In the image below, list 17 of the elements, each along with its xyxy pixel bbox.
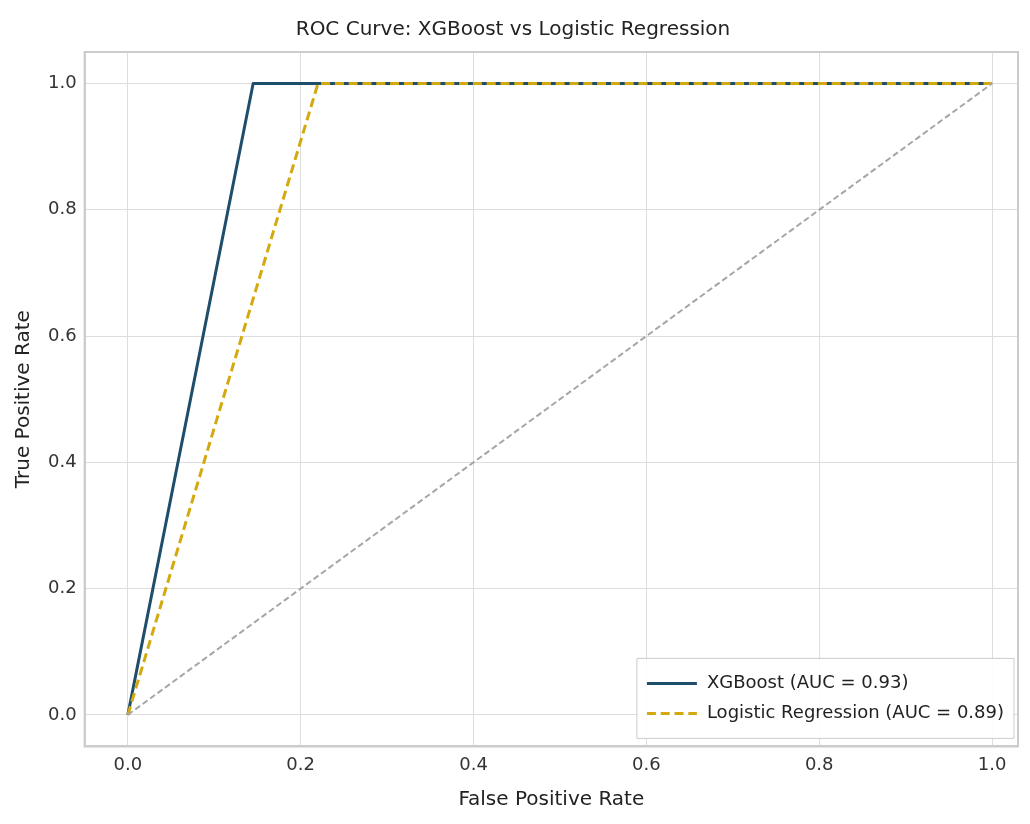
y-tick-label: 0.4 [47, 450, 77, 471]
x-tick-label: 0.8 [804, 752, 834, 774]
y-axis-title: True Positive Rate [10, 310, 35, 490]
x-axis-title: False Positive Rate [458, 786, 645, 811]
x-tick-label: 1.0 [977, 752, 1007, 774]
legend-label: Logistic Regression (AUC = 0.89) [706, 701, 1005, 723]
y-tick-label: 0.8 [47, 197, 77, 219]
y-tick-label: 0.2 [47, 576, 77, 598]
y-tick-label: 0.0 [47, 702, 77, 724]
y-tick-label: 1.0 [47, 71, 77, 93]
x-tick-label: 0.0 [113, 752, 143, 774]
x-tick-label: 0.4 [459, 752, 488, 774]
legend-label: XGBoost (AUC = 0.93) [706, 671, 909, 693]
y-tick-label: 0.6 [47, 323, 77, 345]
chart-title: ROC Curve: XGBoost vs Logistic Regression [295, 16, 731, 41]
x-tick-label: 0.6 [632, 752, 661, 774]
x-tick-label: 0.2 [286, 752, 316, 774]
